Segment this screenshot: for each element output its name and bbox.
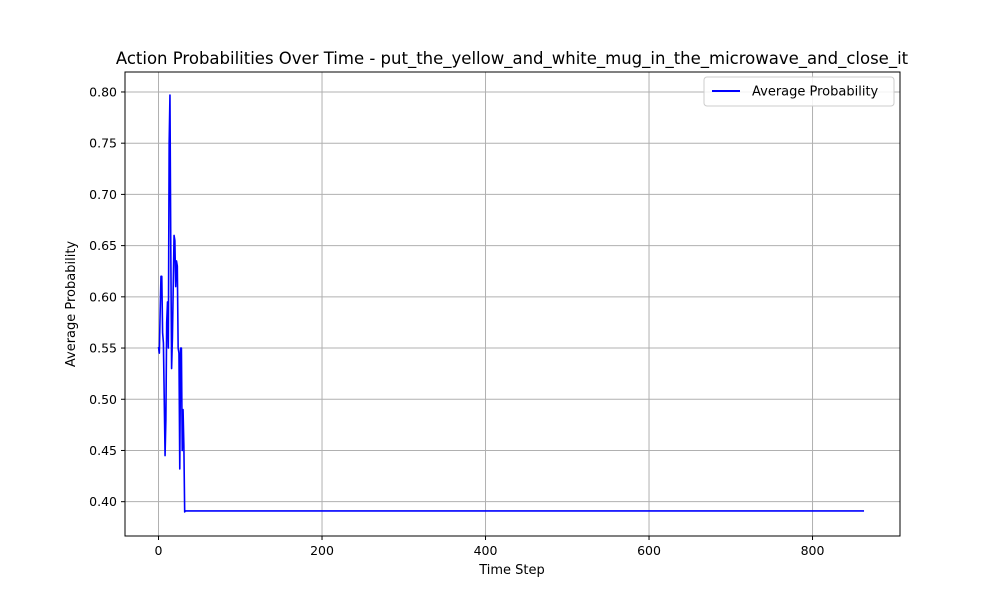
x-tick-label: 200 [310,543,334,558]
y-tick-label: 0.70 [89,187,117,202]
y-tick-label: 0.55 [89,341,117,356]
series-line [157,94,865,513]
chart-title: Action Probabilities Over Time - put_the… [116,49,909,69]
y-tick-label: 0.65 [89,238,117,253]
y-tick-label: 0.50 [89,392,117,407]
legend-box [703,76,895,107]
x-tick-label: 800 [801,543,825,558]
ticks: 0 200 400 600 800 0.40 0.45 0.50 0.55 0.60 0.65 0.7… [89,84,824,558]
x-tick-label: 600 [637,543,661,558]
legend-label: Average Probability [752,85,879,100]
x-tick-label: 0 [155,543,163,558]
x-tick-label: 400 [474,543,498,558]
grid [125,72,900,536]
legend: Average Probability [703,76,895,107]
y-tick-label: 0.80 [89,84,117,99]
y-axis-label: Average Probability [64,241,79,368]
axes-frame [124,71,901,537]
y-tick-label: 0.60 [89,289,117,304]
x-axis-label: Time Step [478,563,545,578]
y-tick-label: 0.45 [89,443,117,458]
plot-area [157,94,865,513]
y-tick-label: 0.75 [89,136,117,151]
y-tick-label: 0.40 [89,494,117,509]
